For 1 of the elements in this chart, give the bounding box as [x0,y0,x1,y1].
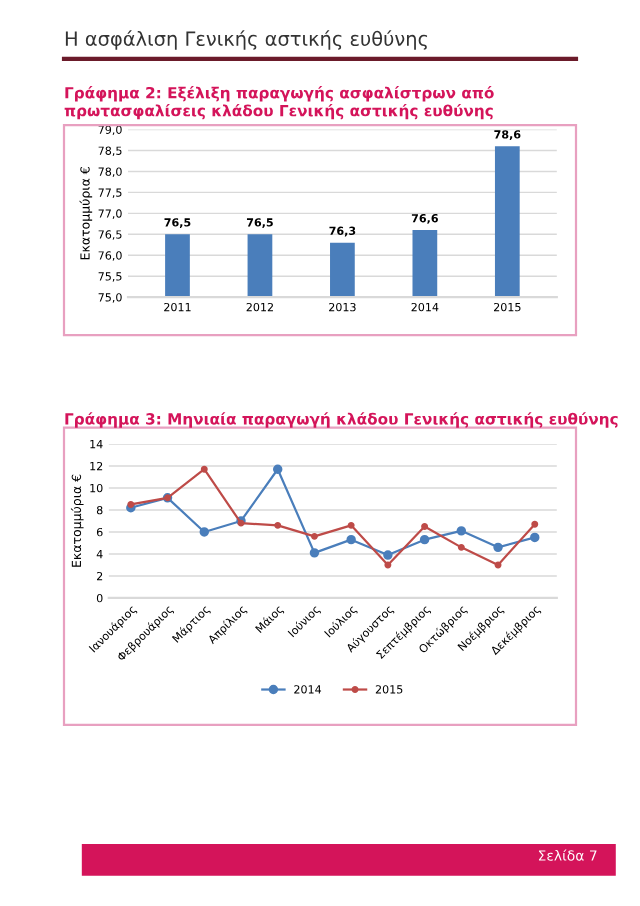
text: Η ασφάλιση Γενικής αστικής ευθύνης [65,30,428,50]
